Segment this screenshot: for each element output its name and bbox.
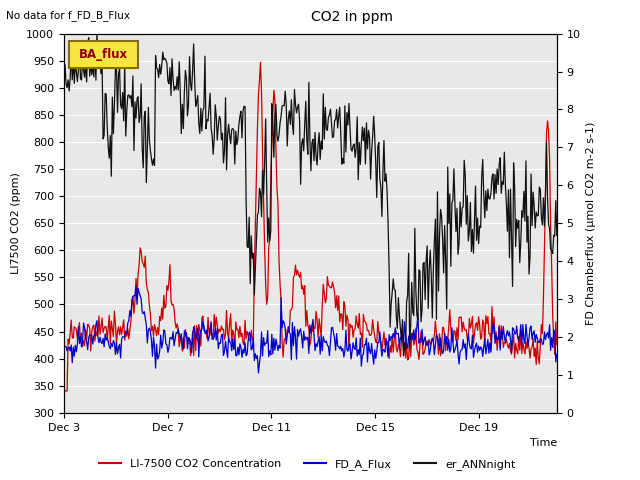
Text: No data for f_FD_B_Flux: No data for f_FD_B_Flux xyxy=(6,10,131,21)
Y-axis label: LI7500 CO2 (ppm): LI7500 CO2 (ppm) xyxy=(11,172,20,274)
FancyBboxPatch shape xyxy=(69,41,138,68)
Y-axis label: FD Chamberflux (µmol CO2 m-2 s-1): FD Chamberflux (µmol CO2 m-2 s-1) xyxy=(586,121,596,325)
Text: CO2 in ppm: CO2 in ppm xyxy=(311,10,393,24)
Legend: LI-7500 CO2 Concentration, FD_A_Flux, er_ANNnight: LI-7500 CO2 Concentration, FD_A_Flux, er… xyxy=(95,455,520,474)
Text: BA_flux: BA_flux xyxy=(79,48,128,61)
X-axis label: Time: Time xyxy=(529,438,557,448)
